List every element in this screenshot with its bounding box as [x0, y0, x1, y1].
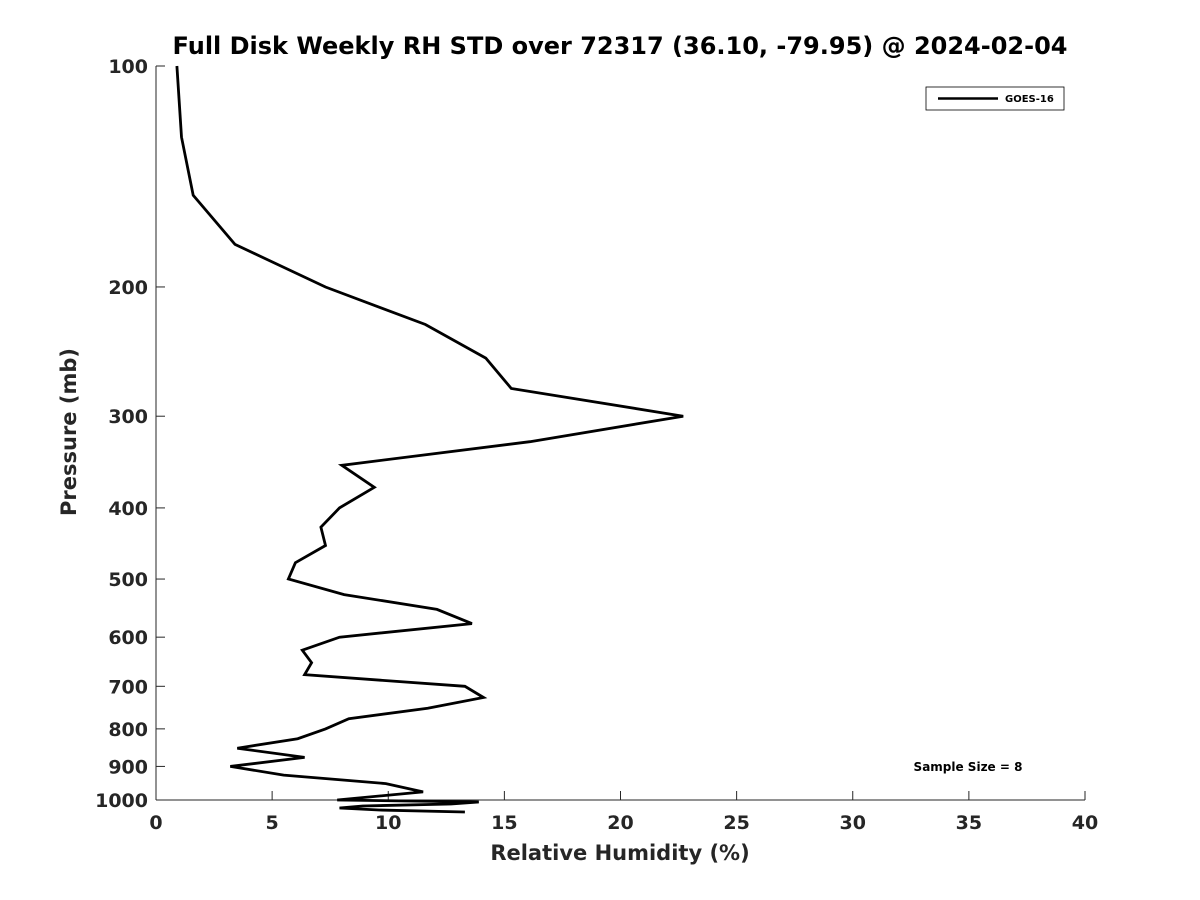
x-tick-label-20: 20 — [607, 812, 633, 834]
x-tick-label-25: 25 — [723, 812, 749, 834]
y-tick-label-100: 100 — [108, 56, 148, 78]
axes: 0 5 10 15 20 25 30 35 40 100 200 300 400 500 600 700 800… — [95, 56, 1098, 834]
y-axis-label: Pressure (mb) — [57, 348, 81, 516]
y-tick-label-600: 600 — [108, 627, 148, 649]
x-tick-label-40: 40 — [1072, 812, 1098, 834]
y-tick-label-700: 700 — [108, 676, 148, 698]
x-tick-label-15: 15 — [491, 812, 517, 834]
x-axis-label: Relative Humidity (%) — [490, 841, 749, 865]
series-line-goes-16 — [175, 65, 684, 814]
x-tick-label-5: 5 — [266, 812, 279, 834]
plot-area — [175, 65, 684, 814]
y-tick-label-900: 900 — [108, 756, 148, 778]
x-tick-label-10: 10 — [375, 812, 401, 834]
legend-entry-goes-16: GOES-16 — [1005, 94, 1054, 105]
sample-size-annotation: Sample Size = 8 — [914, 760, 1023, 774]
y-tick-label-200: 200 — [108, 277, 148, 299]
chart-title: Full Disk Weekly RH STD over 72317 (36.1… — [173, 32, 1068, 60]
y-tick-label-400: 400 — [108, 498, 148, 520]
x-tick-label-0: 0 — [149, 812, 162, 834]
y-tick-label-800: 800 — [108, 719, 148, 741]
y-tick-label-300: 300 — [108, 406, 148, 428]
y-tick-label-500: 500 — [108, 569, 148, 591]
x-tick-label-30: 30 — [840, 812, 866, 834]
legend: GOES-16 — [925, 86, 1065, 111]
x-tick-label-35: 35 — [956, 812, 982, 834]
y-tick-label-1000: 1000 — [95, 790, 148, 812]
